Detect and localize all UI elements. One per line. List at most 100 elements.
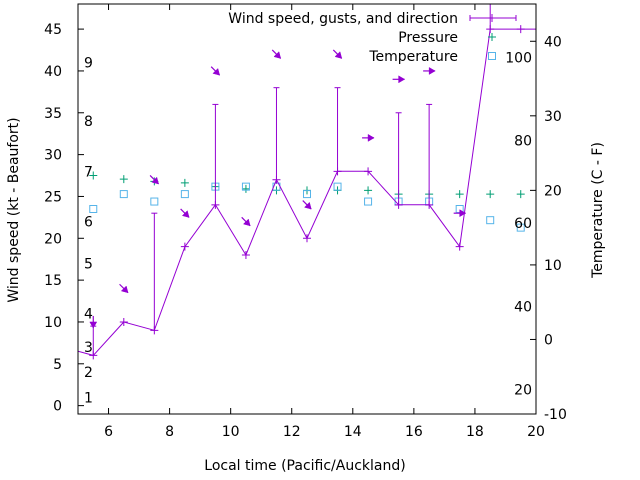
wind-direction-arrow-head [398,75,406,84]
legend-label: Pressure [398,30,458,46]
y2-axis-label: Temperature (C - F) [590,142,606,279]
wind-speed-point [455,242,464,251]
wind-direction-arrow-head [212,67,220,76]
legend-wind-marker [488,14,496,22]
legend: Wind speed, gusts, and direction Pressure… [228,11,517,65]
temperature-point [241,182,250,191]
y-tick-label: 20 [44,231,62,247]
beaufort-label: 2 [84,365,93,381]
y-tick-label: 30 [44,148,62,164]
fahrenheit-label: 40 [514,300,532,316]
wind-direction-arrow-head [181,210,190,218]
y2-tick-label: 30 [544,109,562,125]
wind-direction-arrow [89,315,98,329]
wind-speed-point [516,25,525,34]
y-axis-label: Wind speed (kt - Beaufort) [6,117,22,302]
x-axis-label: Local time (Pacific/Auckland) [204,458,405,474]
pressure-point [516,190,525,199]
x-tick-label: 10 [222,424,240,440]
x-tick-label: 8 [165,424,174,440]
pressure-point [455,190,464,199]
y2-tick-label: 0 [544,332,553,348]
temperature-point [89,205,98,213]
beaufort-label: 5 [84,256,93,272]
y-tick-label: 35 [44,106,62,122]
wind-speed-point [119,317,128,326]
beaufort-label: 6 [84,215,93,231]
pressure-point [89,171,98,180]
temperature-point [119,190,128,199]
legend-label: Temperature [368,49,458,65]
wind-direction-arrow [362,133,375,142]
pressure-point [241,184,250,193]
x-tick-label: 14 [344,424,362,440]
wind-direction-arrow-head [120,285,129,294]
fahrenheit-label: 60 [514,216,532,232]
wind-direction-arrow-head [367,133,375,142]
beaufort-label: 1 [84,390,93,406]
beaufort-label: 3 [84,340,93,356]
fahrenheit-label: 80 [514,133,532,149]
wind-direction-arrow-head [334,51,343,59]
temperature-point [150,197,159,206]
legend-label: Wind speed, gusts, and direction [228,11,458,27]
wind-direction-arrow-head [459,209,467,218]
legend-temperature-marker [488,52,496,60]
y-tick-label: 5 [53,357,62,373]
beaufort-label: 4 [84,307,93,323]
wind-direction-arrow [241,216,251,227]
y2-tick-label: 20 [544,183,562,199]
x-tick-label: 18 [466,424,484,440]
wind-direction-arrow [332,49,343,59]
wind-direction-arrow [453,209,467,218]
wind-direction-arrow [119,283,129,294]
wind-direction-arrow [392,75,406,84]
wind-speed-point [241,251,250,260]
wind-direction-arrow [271,49,282,59]
temperature-point [516,223,525,232]
plot-area [78,4,536,360]
beaufort-label: 9 [84,56,93,72]
y-tick-label: 40 [44,64,62,80]
axes: 6 8 10 12 14 16 18 20051015202530354045-1001020… [44,4,567,440]
temperature-point [364,197,373,206]
wind-direction-arrow [180,208,190,218]
y2-tick-label: 10 [544,258,562,274]
wind-direction-arrow [423,67,436,75]
wind-direction-arrow-head [428,67,436,75]
y-tick-label: 10 [44,315,62,331]
temperature-point [303,190,311,199]
y-tick-label: 15 [44,273,62,289]
wind-direction-arrow-head [151,176,159,185]
fahrenheit-label: 20 [514,382,532,398]
x-tick-label: 6 [104,424,113,440]
wind-speed-point [303,234,311,243]
temperature-point [333,182,342,191]
wind-direction-arrow-head [273,51,282,59]
wind-direction-arrow-head [89,321,98,329]
pressure-point [119,175,128,184]
pressure-point [364,186,373,195]
x-tick-label: 16 [405,424,423,440]
beaufort-label: 7 [84,164,93,180]
pressure-point [486,190,495,199]
wind-speed-point [180,242,189,251]
wind-direction-arrow-head [304,201,312,210]
fahrenheit-label: 100 [505,51,532,67]
y2-tick-label: -10 [544,407,567,423]
wind-direction-arrow-head [242,218,251,227]
plot-frame [77,3,537,415]
beaufort-label: 8 [84,114,93,130]
x-tick-label: 20 [527,424,545,440]
wind-speed-point [364,167,373,176]
y-tick-label: 25 [44,189,62,205]
wind-direction-arrow [302,200,312,210]
y-tick-label: 0 [53,399,62,415]
x-tick-label: 12 [283,424,301,440]
temperature-point [180,190,189,199]
legend-pressure-marker [488,33,496,41]
pressure-point [180,178,189,187]
wind-direction-arrow [149,175,160,185]
y2-tick-label: 40 [544,34,562,50]
